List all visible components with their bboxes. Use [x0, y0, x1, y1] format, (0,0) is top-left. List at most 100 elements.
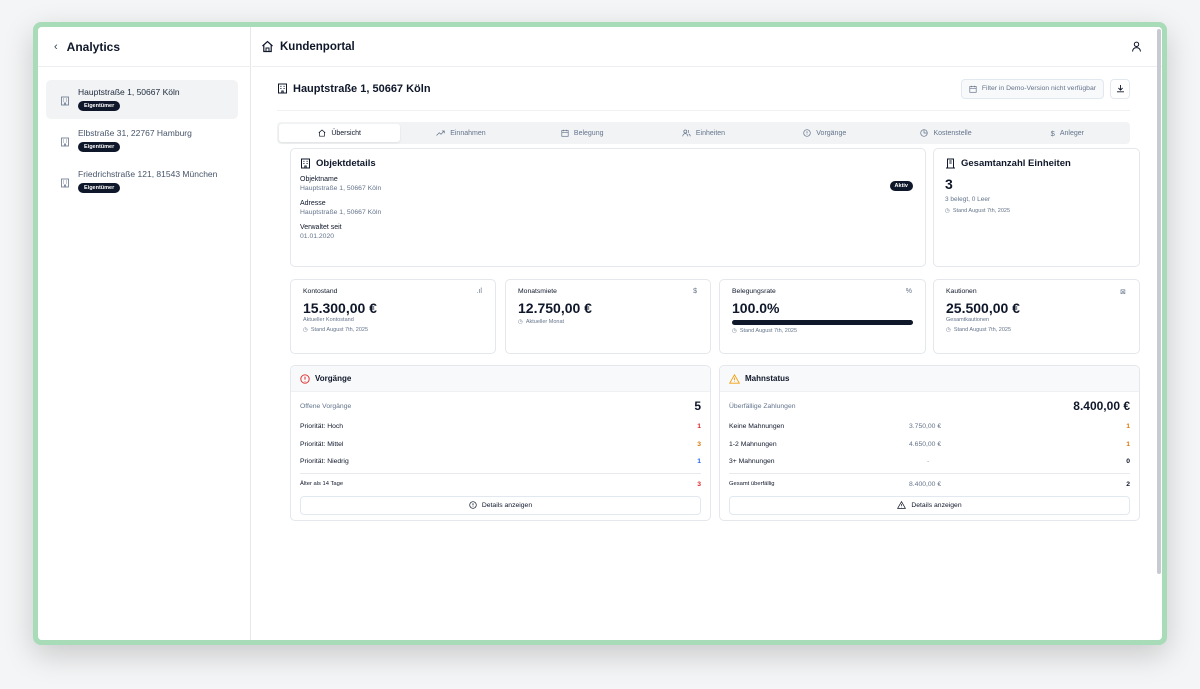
- property-name: Hauptstraße 1, 50667 Köln: [78, 87, 180, 97]
- tab-belegung[interactable]: Belegung: [522, 124, 643, 142]
- user-icon[interactable]: [1131, 41, 1142, 52]
- row-label: Priorität: Hoch: [300, 423, 344, 431]
- tab-label: Einheiten: [695, 129, 726, 137]
- warning-icon: [897, 501, 907, 509]
- scrollbar-thumb[interactable]: [1157, 29, 1161, 574]
- mahnstatus-body: Überfällige Zahlungen 8.400,00 € Keine M…: [720, 392, 1139, 515]
- tab-anleger[interactable]: $ Anleger: [1007, 124, 1128, 142]
- row-count: 0: [1126, 458, 1130, 466]
- open-count: 5: [694, 399, 701, 413]
- building-icon: [61, 137, 69, 147]
- kpi-label: Belegungsrate: [732, 288, 776, 295]
- section-title: Vorgänge: [315, 374, 352, 383]
- field-group: Verwaltet seit 01.01.2020: [300, 224, 916, 240]
- home-icon: [318, 129, 326, 137]
- kpi-label: Kontostand: [303, 288, 338, 295]
- tab-label: Kostenstelle: [933, 129, 972, 137]
- tab-bar: Übersicht Einnahmen Belegung Einheiten V…: [277, 122, 1130, 144]
- priority-row: Priorität: Hoch 1: [300, 418, 701, 436]
- download-button[interactable]: [1110, 78, 1130, 99]
- priority-row: Priorität: Mittel 3: [300, 436, 701, 454]
- property-item[interactable]: Hauptstraße 1, 50667 Köln Eigentümer: [46, 80, 238, 119]
- tab-kostenstelle[interactable]: Kostenstelle: [885, 124, 1006, 142]
- field-group: Adresse Hauptstraße 1, 50667 Köln: [300, 200, 916, 216]
- stand-label: Stand August 7th, 2025: [739, 328, 797, 334]
- home-icon: [262, 40, 273, 53]
- row-label: Priorität: Niedrig: [300, 458, 349, 466]
- tab-uebersicht[interactable]: Übersicht: [279, 124, 401, 142]
- kpi-sub: Aktueller Kontostand: [303, 317, 354, 323]
- row-count: 1: [697, 458, 701, 466]
- details-button[interactable]: Details anzeigen: [300, 495, 701, 515]
- clock-icon: ◷: [518, 319, 523, 325]
- row-count: 1: [1126, 440, 1130, 448]
- open-label: Offene Vorgänge: [300, 402, 352, 410]
- stand-label: Stand August 7th, 2025: [310, 327, 368, 333]
- row-label: 1-2 Mahnungen: [729, 440, 777, 448]
- occupancy-progress-bar: [732, 320, 913, 325]
- tab-label: Belegung: [573, 129, 604, 137]
- field-label: Verwaltet seit: [300, 224, 342, 231]
- row-amount: -: [927, 458, 930, 466]
- clock-icon: ◷: [946, 327, 951, 333]
- vorgaenge-card: Vorgänge Offene Vorgänge 5 Priorität: Ho…: [290, 365, 711, 521]
- warning-icon: [729, 373, 740, 384]
- clock-icon: ◷: [732, 328, 737, 334]
- kpi-label: Monatsmiete: [518, 288, 557, 295]
- property-item[interactable]: Friedrichstraße 121, 81543 München Eigen…: [46, 162, 238, 201]
- scrollbar[interactable]: [1155, 29, 1162, 574]
- filter-button[interactable]: Filter in Demo-Version nicht verfügbar: [960, 78, 1104, 99]
- section-header: Mahnstatus: [720, 366, 1139, 392]
- stand-text: ◷ Stand August 7th, 2025: [732, 328, 913, 334]
- stand-label: Stand August 7th, 2025: [952, 208, 1010, 214]
- overdue-row: Überfällige Zahlungen 8.400,00 €: [729, 394, 1130, 418]
- card-title-text: Gesamtanzahl Einheiten: [961, 158, 1071, 169]
- overdue-label: Überfällige Zahlungen: [729, 402, 796, 410]
- owner-badge: Eigentümer: [78, 101, 121, 111]
- property-heading: Hauptstraße 1, 50667 Köln: [277, 83, 431, 95]
- building-icon: [301, 158, 310, 169]
- button-label: Details anzeigen: [911, 501, 962, 509]
- sidebar: ‹ Analytics Hauptstraße 1, 50667 Köln Ei…: [38, 27, 251, 640]
- einheiten-card: Gesamtanzahl Einheiten 3 3 belegt, 0 Lee…: [933, 148, 1140, 267]
- details-button[interactable]: Details anzeigen: [729, 495, 1130, 515]
- open-row: Offene Vorgänge 5: [300, 394, 701, 418]
- units-sub: 3 belegt, 0 Leer: [945, 196, 991, 203]
- building-icon: [61, 178, 69, 188]
- tab-einheiten[interactable]: Einheiten: [643, 124, 764, 142]
- monatsmiete-card: Monatsmiete $ 12.750,00 € ◷ Aktueller Mon…: [505, 279, 711, 354]
- priority-row: Priorität: Niedrig 1: [300, 453, 701, 471]
- kontostand-card: Kontostand .ıl 15.300,00 € Aktueller Kon…: [290, 279, 496, 354]
- property-item[interactable]: Elbstraße 31, 22767 Hamburg Eigentümer: [46, 121, 238, 160]
- row-label: 3+ Mahnungen: [729, 458, 775, 466]
- row-count: 3: [697, 480, 701, 488]
- field-label: Objektname: [300, 176, 338, 183]
- alert-circle-icon: [803, 129, 811, 137]
- chevron-left-icon[interactable]: ‹: [54, 40, 58, 53]
- stand-text: ◷ Stand August 7th, 2025: [303, 327, 483, 333]
- calendar-icon: [969, 85, 977, 93]
- field-value: Hauptstraße 1, 50667 Köln: [300, 209, 382, 216]
- building-icon: [278, 83, 287, 94]
- divider: [729, 472, 1130, 474]
- status-badge: Aktiv: [889, 181, 913, 191]
- tab-label: Übersicht: [331, 129, 361, 137]
- main-area: Kundenportal Hauptstraße 1, 50667 Köln F…: [252, 27, 1162, 640]
- deposit-box-icon: ⊠: [1120, 289, 1126, 296]
- tab-vorgaenge[interactable]: Vorgänge: [764, 124, 885, 142]
- tab-einnahmen[interactable]: Einnahmen: [400, 124, 521, 142]
- row-label: Gesamt überfällig: [729, 481, 775, 487]
- kpi-value: 12.750,00 €: [518, 300, 592, 316]
- field-value: 01.01.2020: [300, 233, 335, 240]
- row-count: 1: [697, 423, 701, 431]
- bar-chart-icon: .ıl: [476, 288, 482, 295]
- download-icon: [1116, 85, 1124, 93]
- dunning-row: Keine Mahnungen 3.750,00 € 1: [729, 418, 1130, 436]
- dollar-icon: $: [693, 288, 697, 295]
- sidebar-title: Analytics: [66, 39, 121, 54]
- kpi-sub: Gesamtkautionen: [946, 317, 990, 323]
- overdue-total: 8.400,00 €: [1073, 399, 1130, 413]
- progress-track: [732, 320, 913, 325]
- users-icon: [682, 129, 691, 137]
- alert-circle-icon: [300, 373, 310, 384]
